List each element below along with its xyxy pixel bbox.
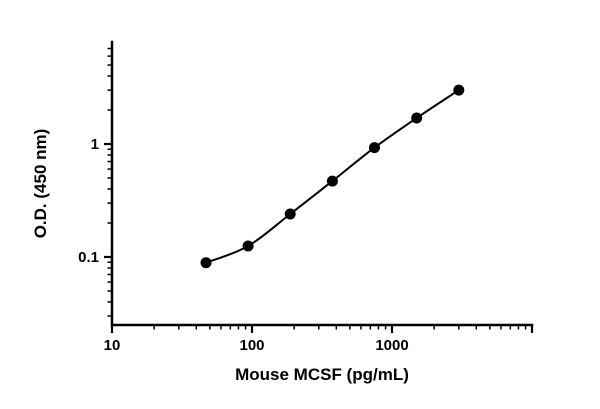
data-point (284, 208, 296, 220)
x-tick-label: 10 (104, 337, 121, 354)
y-axis-title: O.D. (450 nm) (31, 129, 50, 239)
x-tick-label: 100 (239, 337, 264, 354)
x-axis-title: Mouse MCSF (pg/mL) (235, 365, 409, 384)
data-point (242, 240, 254, 252)
y-tick-label: 0.1 (78, 249, 99, 266)
data-point (411, 112, 423, 124)
data-point (200, 257, 212, 269)
data-point (453, 84, 465, 96)
data-point (326, 175, 338, 187)
axes-frame (110, 40, 534, 327)
y-tick-label: 1 (91, 136, 99, 153)
data-point (369, 142, 380, 154)
x-tick-label: 1000 (375, 337, 408, 354)
